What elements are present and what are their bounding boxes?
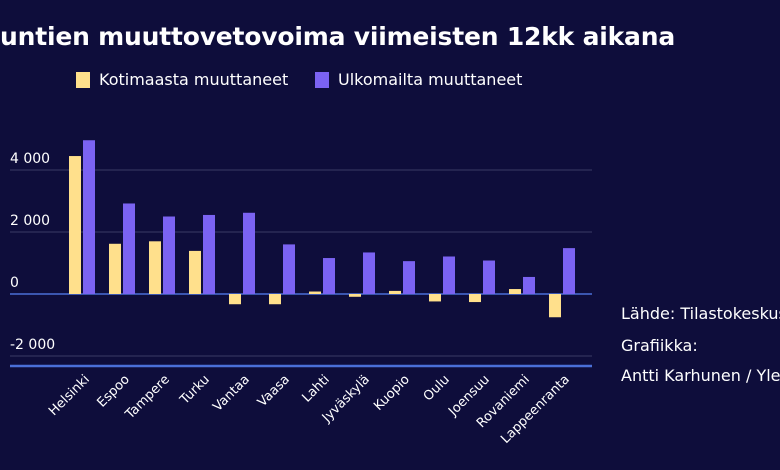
- bar-ulkomailta: [403, 261, 415, 294]
- bar-ulkomailta: [243, 212, 255, 294]
- bar-ulkomailta: [523, 276, 535, 294]
- bar-kotimaasta: [109, 243, 121, 294]
- x-tick-label: Oulu: [421, 372, 453, 404]
- legend-label-ulkomailta: Ulkomailta muuttaneet: [338, 70, 523, 89]
- chart-title: untien muuttovetovoima viimeisten 12kk a…: [0, 22, 675, 51]
- bar-kotimaasta: [429, 294, 441, 302]
- bar-ulkomailta: [83, 140, 95, 294]
- bar-kotimaasta: [389, 290, 401, 294]
- legend-item-kotimaasta: Kotimaasta muuttaneet: [76, 70, 288, 89]
- bar-kotimaasta: [229, 294, 241, 305]
- bar-kotimaasta: [309, 291, 321, 294]
- bar-ulkomailta: [203, 214, 215, 294]
- bar-ulkomailta: [483, 260, 495, 294]
- bar-ulkomailta: [163, 216, 175, 294]
- x-tick-label: Lappeenranta: [498, 372, 573, 447]
- bar-kotimaasta: [549, 294, 561, 318]
- legend-swatch-ulkomailta: [315, 71, 329, 88]
- bar-ulkomailta: [443, 256, 455, 294]
- graphics-author: Antti Karhunen / Yle: [621, 366, 780, 385]
- bar-ulkomailta: [323, 258, 335, 294]
- bar-kotimaasta: [269, 294, 281, 305]
- x-tick-label: Vantaa: [210, 372, 253, 415]
- bar-ulkomailta: [363, 252, 375, 294]
- source-line: Lähde: Tilastokeskus: [621, 304, 780, 323]
- y-tick-label: 2 000: [10, 213, 50, 229]
- bar-kotimaasta: [509, 289, 521, 294]
- bar-kotimaasta: [69, 156, 81, 294]
- bar-kotimaasta: [349, 294, 361, 297]
- y-tick-label: 4 000: [10, 151, 50, 167]
- x-tick-label: Espoo: [95, 372, 133, 410]
- bar-ulkomailta: [283, 244, 295, 294]
- legend-item-ulkomailta: Ulkomailta muuttaneet: [315, 70, 522, 89]
- bar-kotimaasta: [189, 250, 201, 294]
- x-tick-label: Helsinki: [46, 372, 93, 419]
- bar-kotimaasta: [469, 294, 481, 303]
- bar-ulkomailta: [123, 203, 135, 294]
- y-tick-label: 0: [10, 275, 19, 291]
- x-tick-label: Kuopio: [371, 372, 413, 414]
- legend-label-kotimaasta: Kotimaasta muuttaneet: [99, 70, 289, 89]
- bar-kotimaasta: [149, 241, 161, 294]
- bar-ulkomailta: [563, 248, 575, 294]
- legend-swatch-kotimaasta: [76, 71, 90, 88]
- graphics-label: Grafiikka:: [621, 336, 698, 355]
- x-tick-label: Vaasa: [255, 372, 293, 410]
- x-tick-label: Turku: [177, 372, 213, 408]
- x-tick-label: Lahti: [299, 372, 332, 405]
- y-tick-label: -2 000: [10, 337, 55, 353]
